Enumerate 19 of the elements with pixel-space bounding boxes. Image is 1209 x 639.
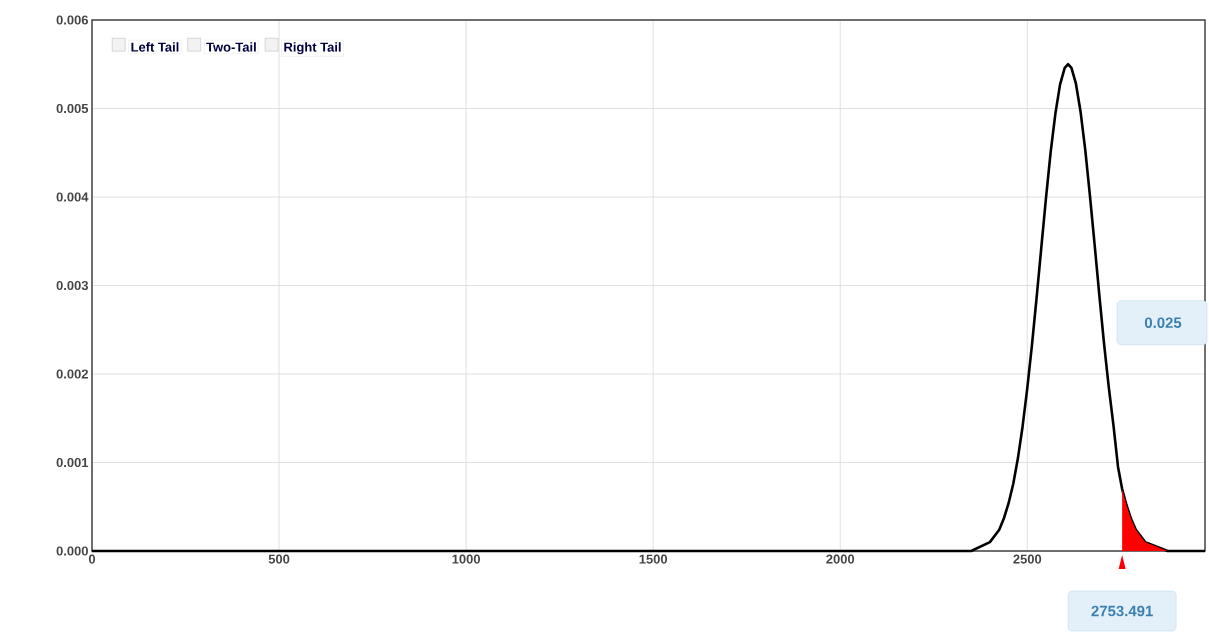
x-tick-label: 500 xyxy=(268,554,290,564)
annotation: Two-Tail xyxy=(206,42,256,52)
y-tick-label: 0.002 xyxy=(56,369,88,379)
y-tick-label: 0.003 xyxy=(56,280,89,291)
y-tick-label: 0.005 xyxy=(56,103,89,114)
annotation: Right Tail xyxy=(284,42,341,55)
x-tick-label: 2500 xyxy=(1013,554,1042,564)
line-series xyxy=(90,62,1207,553)
y-tick-label: 0.001 xyxy=(56,457,89,468)
annotation: 0.025 xyxy=(1144,317,1182,328)
text: 2753.491 xyxy=(1091,605,1153,617)
x-tick-label: 0 xyxy=(88,554,96,564)
y-tick-label: 0.000 xyxy=(56,546,88,556)
x-tick-label: 1500 xyxy=(639,554,668,564)
y-tick-label: 0.004 xyxy=(56,192,89,202)
x-tick-label: 1000 xyxy=(452,554,480,564)
annotation: Left Tail xyxy=(131,42,179,52)
y-tick-label: 0.006 xyxy=(56,15,89,25)
x-tick-label: 2000 xyxy=(826,554,855,564)
